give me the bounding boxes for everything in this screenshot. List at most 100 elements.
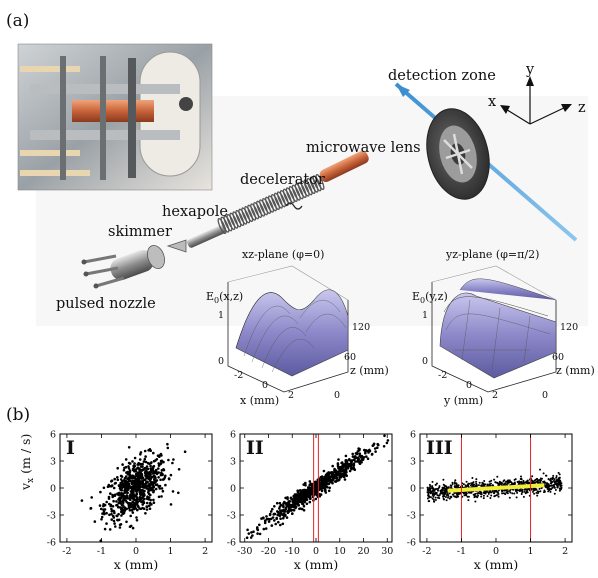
data-point [489, 497, 492, 499]
data-point [518, 481, 521, 484]
data-point [159, 452, 163, 456]
data-point [131, 511, 135, 514]
data-point [557, 471, 560, 474]
data-point [518, 490, 521, 492]
data-point [299, 490, 303, 494]
coil-turn [217, 217, 227, 235]
data-point [456, 495, 459, 497]
data-point [445, 496, 447, 498]
data-point [505, 480, 507, 483]
coil-turn [279, 189, 289, 207]
data-point [125, 520, 128, 524]
data-point [466, 483, 469, 486]
data-point [543, 491, 545, 494]
data-point [278, 514, 282, 518]
data-point [509, 488, 512, 491]
data-point [501, 482, 504, 485]
data-point [177, 468, 181, 471]
data-point [476, 496, 479, 499]
data-point [458, 492, 461, 495]
data-point [473, 496, 476, 499]
data-point [549, 490, 552, 493]
data-point [552, 474, 555, 477]
data-point [481, 484, 483, 487]
x-tick-label: -1 [457, 546, 466, 557]
data-point [321, 482, 325, 486]
data-point [161, 489, 165, 493]
data-point [538, 487, 541, 490]
data-point [451, 481, 454, 484]
y-tick-label: 3 [230, 457, 236, 468]
data-point [132, 507, 136, 511]
data-point [117, 505, 120, 509]
data-point [305, 492, 308, 496]
data-point [252, 530, 255, 533]
data-point [507, 490, 509, 493]
data-point [553, 481, 556, 484]
coil-turn [262, 197, 272, 215]
data-point [523, 481, 526, 484]
data-point [445, 488, 448, 491]
data-point [131, 526, 135, 530]
data-point [337, 458, 340, 461]
data-point [110, 485, 113, 488]
data-point [125, 494, 129, 497]
coil-turn [247, 204, 257, 221]
data-point [550, 480, 553, 483]
data-point [385, 441, 389, 445]
data-point [428, 496, 431, 499]
data-point [114, 525, 117, 528]
data-point [431, 487, 434, 489]
x-tick-label: -10 [285, 546, 300, 557]
data-point [437, 496, 439, 499]
data-point [556, 478, 559, 481]
data-point [533, 481, 536, 484]
data-point [293, 496, 296, 500]
surface-right-ztick-0: 0 [422, 356, 428, 367]
data-point [521, 489, 524, 492]
data-point [146, 467, 150, 471]
data-point [551, 486, 554, 489]
data-point [558, 481, 561, 484]
data-point [310, 491, 314, 494]
data-point [136, 478, 139, 482]
label-microwave-lens: microwave lens [306, 140, 421, 156]
data-point [521, 482, 524, 485]
data-point [467, 499, 470, 502]
data-point [434, 499, 437, 501]
panel-b-tag: (b) [6, 405, 30, 425]
x-tick-label: -30 [237, 546, 252, 557]
y-tick-label: 0 [50, 484, 56, 495]
data-point [116, 476, 119, 479]
surface-left-box [227, 265, 349, 393]
data-point [440, 490, 443, 493]
data-point [138, 486, 141, 490]
data-point [519, 478, 522, 480]
x-tick-label: -2 [62, 546, 71, 557]
data-point [120, 484, 123, 488]
data-point [157, 485, 161, 488]
data-point [119, 478, 123, 481]
data-point [127, 465, 130, 468]
data-point [113, 493, 117, 497]
data-point [149, 467, 153, 470]
coil-turn [229, 212, 239, 229]
data-point [542, 472, 545, 475]
data-point [116, 466, 119, 470]
data-point [547, 478, 550, 481]
coil-turn [312, 175, 322, 192]
panel-b-ylabel: vx(m / s) [18, 434, 36, 491]
data-point [122, 511, 126, 515]
data-point [353, 467, 356, 471]
data-point [327, 489, 331, 493]
label-skimmer: skimmer [108, 224, 172, 240]
data-point [142, 490, 146, 493]
data-point [522, 495, 525, 498]
data-point [161, 472, 164, 476]
data-point [110, 518, 113, 521]
data-point [457, 492, 460, 495]
microwave-lens [319, 150, 369, 183]
scatter-panel-III: -2 -1 0 1 2 -6 -3 0 3 6 III x (mm) [407, 430, 573, 572]
data-point [548, 487, 551, 490]
data-point [501, 492, 504, 495]
